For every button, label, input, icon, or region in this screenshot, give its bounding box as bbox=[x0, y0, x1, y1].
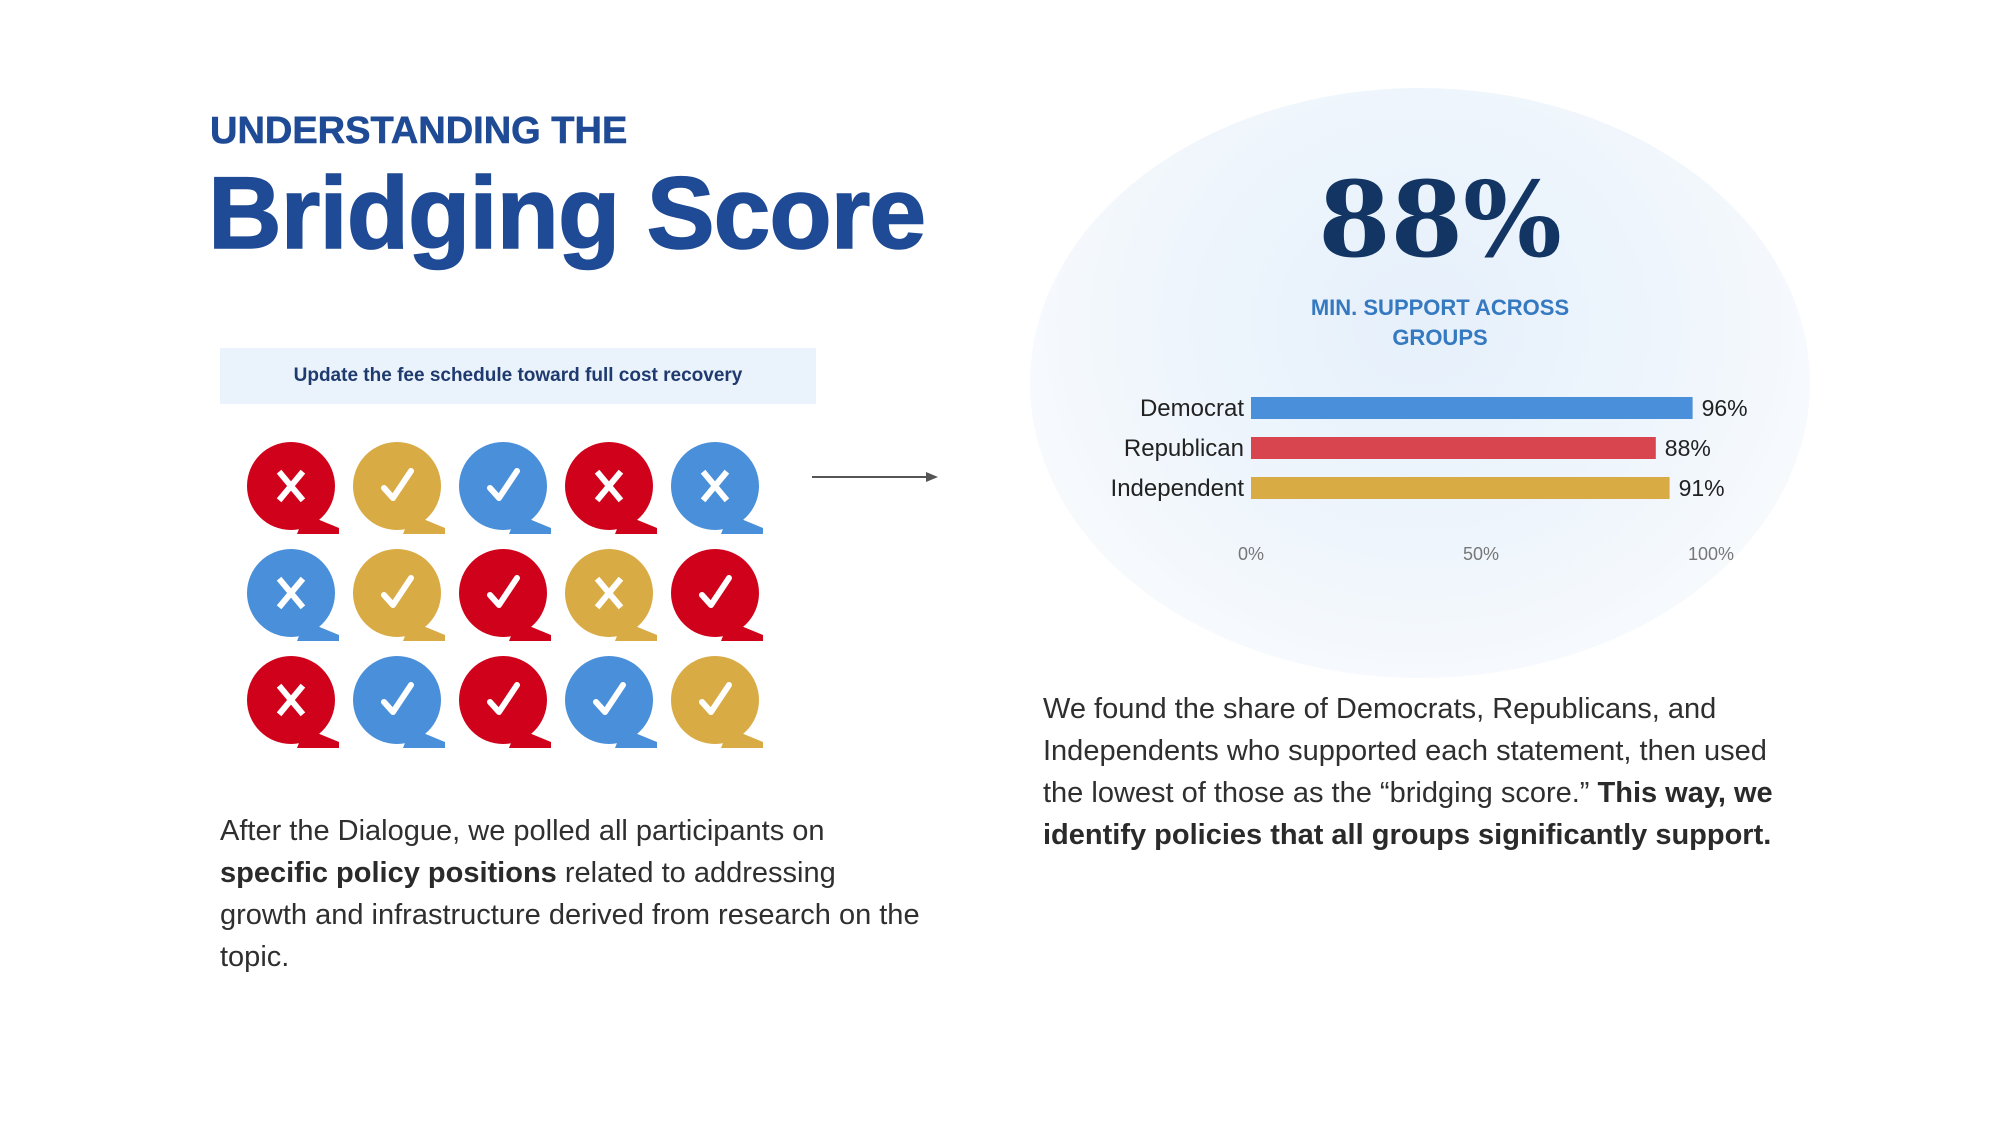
speech-bubble-check-icon bbox=[671, 656, 763, 748]
right-caption-text: We found the share of Democrats, Republi… bbox=[1043, 693, 1767, 809]
header-kicker: UNDERSTANDING THE bbox=[210, 110, 628, 153]
speech-bubble-x-icon bbox=[247, 442, 339, 534]
chart-backdrop bbox=[1030, 88, 1810, 678]
left-caption-text: After the Dialogue, we polled all partic… bbox=[220, 815, 825, 847]
value-label: 91% bbox=[1679, 475, 1725, 501]
x-tick-label: 0% bbox=[1238, 544, 1264, 564]
left-caption-bold: specific policy positions bbox=[220, 857, 557, 889]
category-label: Independent bbox=[1111, 475, 1245, 502]
speech-bubble-check-icon bbox=[565, 656, 657, 748]
statement-text: Update the fee schedule toward full cost… bbox=[293, 365, 743, 386]
speech-bubble-check-icon bbox=[353, 549, 445, 641]
speech-bubble-check-icon bbox=[353, 656, 445, 748]
bridging-score-label: MIN. SUPPORT ACROSS GROUPS bbox=[1310, 295, 1570, 350]
value-label: 88% bbox=[1665, 435, 1711, 461]
speech-bubble-x-icon bbox=[247, 656, 339, 748]
bar-independent bbox=[1251, 477, 1670, 499]
right-caption-bold: This way, we identify policies that all … bbox=[1043, 777, 1773, 851]
page-title: Bridging Score bbox=[207, 156, 927, 270]
arrow-right-icon bbox=[812, 472, 938, 482]
speech-bubble-x-icon bbox=[565, 442, 657, 534]
left-caption-text-end: related to addressing growth and infrast… bbox=[220, 857, 920, 973]
left-caption: After the Dialogue, we polled all partic… bbox=[220, 810, 920, 978]
speech-bubble-check-icon bbox=[459, 442, 551, 534]
category-label: Republican bbox=[1124, 435, 1244, 462]
speech-bubble-x-icon bbox=[247, 549, 339, 641]
speech-bubble-check-icon bbox=[353, 442, 445, 534]
statement-box: Update the fee schedule toward full cost… bbox=[220, 348, 816, 404]
x-tick-label: 50% bbox=[1463, 544, 1499, 564]
speech-bubble-x-icon bbox=[671, 442, 763, 534]
response-bubble-grid bbox=[247, 442, 767, 752]
speech-bubble-check-icon bbox=[459, 549, 551, 641]
category-label: Democrat bbox=[1140, 395, 1244, 422]
bridging-score-value: 88% bbox=[1318, 158, 1562, 281]
speech-bubble-x-icon bbox=[565, 549, 657, 641]
bar-democrat bbox=[1251, 397, 1693, 419]
support-bar-chart: Democrat 96% Republican 88% Independent 91% 0%… bbox=[1111, 395, 1748, 564]
right-caption: We found the share of Democrats, Republi… bbox=[1043, 688, 1803, 856]
speech-bubble-check-icon bbox=[459, 656, 551, 748]
speech-bubble-check-icon bbox=[671, 549, 763, 641]
bar-republican bbox=[1251, 437, 1656, 459]
x-tick-label: 100% bbox=[1688, 544, 1734, 564]
value-label: 96% bbox=[1702, 395, 1748, 421]
